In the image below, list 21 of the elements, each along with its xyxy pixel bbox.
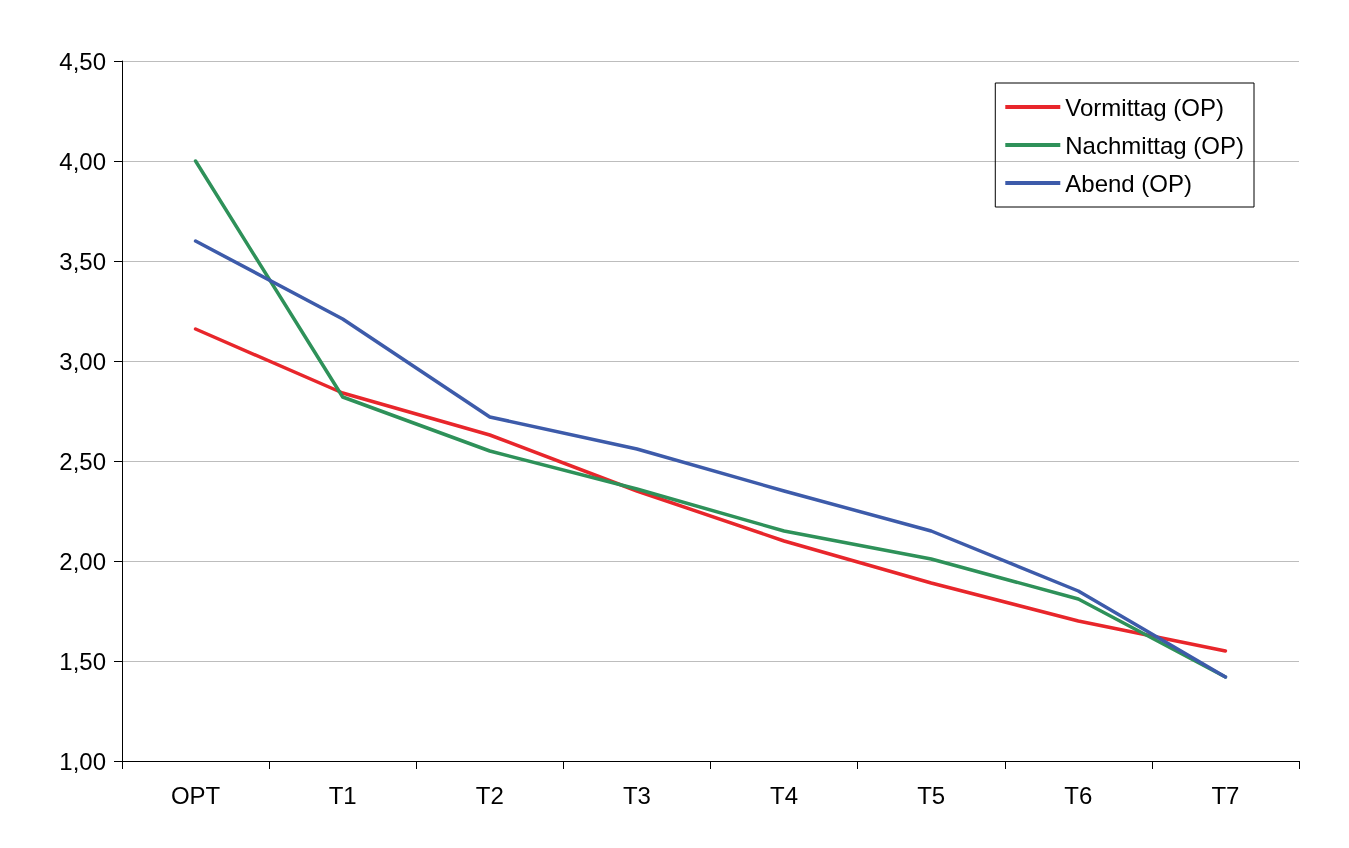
x-tick-label: OPT: [170, 781, 221, 809]
line-series: [193, 327, 1228, 653]
y-tick-label: 3,50: [59, 247, 106, 275]
x-tick-label: T1: [328, 781, 357, 809]
x-tick-label: T4: [770, 781, 799, 809]
legend-label: Vormittag (OP): [1065, 93, 1225, 121]
legend-label: Nachmittag (OP): [1065, 131, 1245, 159]
y-tick-label: 4,50: [59, 47, 106, 75]
line-series: [193, 239, 1228, 679]
y-tick-label: 2,00: [59, 547, 106, 575]
x-tick-label: T5: [917, 781, 946, 809]
y-tick-label: 2,50: [59, 447, 106, 475]
x-tick-label: T3: [622, 781, 651, 809]
x-tick-label: T7: [1211, 781, 1240, 809]
y-tick-label: 3,00: [59, 347, 106, 375]
y-tick-label: 1,00: [59, 747, 106, 775]
y-tick-label: 4,00: [59, 147, 106, 175]
x-tick-label: T6: [1064, 781, 1093, 809]
legend-label: Abend (OP): [1065, 169, 1193, 197]
x-tick-label: T2: [475, 781, 504, 809]
y-tick-label: 1,50: [59, 647, 106, 675]
